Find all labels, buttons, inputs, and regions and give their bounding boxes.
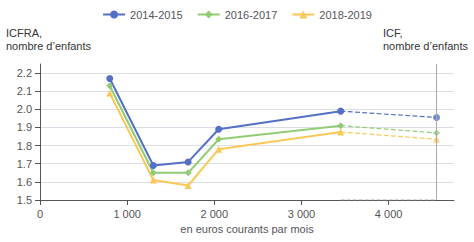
svg-text:nombre d’enfants: nombre d’enfants: [383, 40, 468, 52]
svg-text:1.8: 1.8: [17, 140, 32, 152]
svg-text:1.5: 1.5: [17, 194, 32, 206]
svg-text:2 000: 2 000: [201, 208, 229, 220]
svg-text:3 000: 3 000: [288, 208, 316, 220]
svg-text:2018-2019: 2018-2019: [319, 9, 372, 21]
svg-text:0: 0: [37, 208, 43, 220]
svg-text:1 000: 1 000: [113, 208, 141, 220]
svg-text:2016-2017: 2016-2017: [225, 9, 278, 21]
svg-text:1.7: 1.7: [17, 158, 32, 170]
svg-text:2014-2015: 2014-2015: [130, 9, 183, 21]
svg-text:ICF,: ICF,: [383, 27, 403, 39]
svg-text:1.6: 1.6: [17, 176, 32, 188]
svg-text:4 000: 4 000: [375, 208, 403, 220]
svg-text:2.0: 2.0: [17, 103, 32, 115]
svg-text:en euros courants par mois: en euros courants par mois: [180, 223, 314, 235]
svg-text:1.9: 1.9: [17, 121, 32, 133]
svg-text:2.1: 2.1: [17, 85, 32, 97]
svg-text:nombre d’enfants: nombre d’enfants: [6, 40, 91, 52]
svg-text:2.2: 2.2: [17, 67, 32, 79]
svg-text:ICFRA,: ICFRA,: [6, 27, 42, 39]
